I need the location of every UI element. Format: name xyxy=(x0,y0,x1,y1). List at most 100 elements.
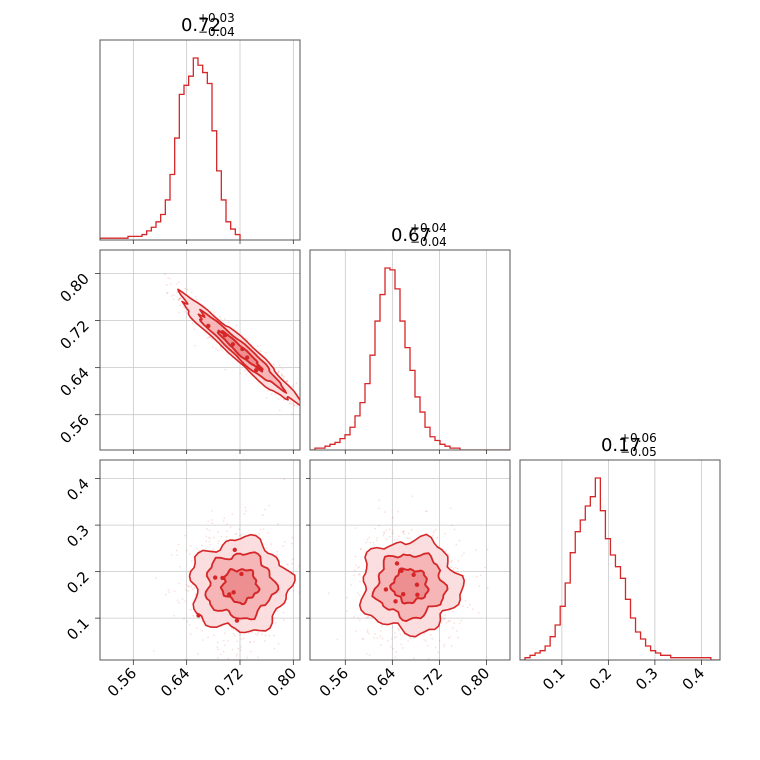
sample-point xyxy=(471,608,474,611)
sample-point xyxy=(164,593,167,596)
sample-point xyxy=(397,510,399,513)
grid-1-1 xyxy=(344,250,487,450)
sample-point xyxy=(375,539,378,542)
contour-island xyxy=(222,333,228,338)
title-param-1-median: 0.67 xyxy=(391,225,431,246)
sample-point xyxy=(407,640,410,642)
sample-point xyxy=(291,536,294,539)
sample-point xyxy=(182,306,185,308)
sample-point xyxy=(397,535,400,538)
sample-point xyxy=(397,627,399,630)
sample-point xyxy=(413,657,415,660)
sample-point xyxy=(457,636,460,639)
sample-point xyxy=(386,640,389,642)
sample-point xyxy=(302,388,304,390)
sample-point xyxy=(170,554,173,556)
sample-point xyxy=(444,667,446,669)
sample-point xyxy=(379,635,382,638)
sample-point xyxy=(183,617,185,620)
sample-point xyxy=(385,538,388,541)
sample-point xyxy=(177,281,180,283)
sample-point xyxy=(235,533,238,535)
sample-point xyxy=(235,654,238,657)
hist-param-1 xyxy=(310,267,510,450)
contour-island xyxy=(255,364,261,369)
sample-point xyxy=(226,530,228,533)
density-panel-1-2 xyxy=(328,495,489,669)
sample-point xyxy=(394,632,396,634)
sample-point xyxy=(179,565,182,568)
hist-param-2 xyxy=(520,477,720,660)
sample-point xyxy=(173,294,175,297)
sample-point xyxy=(178,298,180,301)
sample-point xyxy=(396,538,399,541)
sample-point xyxy=(357,617,360,619)
sample-point xyxy=(431,534,434,537)
sample-point xyxy=(206,337,209,339)
sample-point xyxy=(400,643,403,646)
sample-point xyxy=(427,644,429,647)
sample-point xyxy=(281,374,284,377)
sample-point xyxy=(406,537,409,540)
sample-point xyxy=(380,643,382,646)
sample-point xyxy=(276,610,279,613)
ytick-label-2: 0.3 xyxy=(63,521,93,551)
sample-point xyxy=(270,543,273,546)
sample-point xyxy=(213,634,215,637)
sample-point xyxy=(440,665,442,667)
sample-point xyxy=(291,562,293,565)
sample-point xyxy=(478,585,481,588)
sample-point xyxy=(389,645,392,648)
sample-point xyxy=(278,409,281,412)
sample-point xyxy=(355,630,358,633)
sample-point xyxy=(352,616,355,618)
contour-island xyxy=(232,547,237,553)
sample-point xyxy=(218,540,220,543)
sample-point xyxy=(292,589,295,592)
sample-point xyxy=(280,397,282,399)
sample-point xyxy=(388,528,391,531)
xtick-label-0: 0.56 xyxy=(104,664,140,700)
sample-point xyxy=(479,574,482,577)
sample-point xyxy=(451,610,454,613)
sample-point xyxy=(281,368,284,370)
sample-point xyxy=(378,524,381,527)
sample-point xyxy=(447,637,450,640)
contour-level-2 xyxy=(216,329,264,373)
sample-point xyxy=(222,650,225,653)
title-param-2-plus: +0.06 xyxy=(620,431,657,445)
sample-point xyxy=(236,640,238,643)
sample-point xyxy=(353,569,356,572)
sample-point xyxy=(393,636,396,639)
sample-point xyxy=(172,298,175,301)
sample-point xyxy=(211,522,214,525)
sample-point xyxy=(366,631,369,633)
sample-point xyxy=(429,633,432,636)
sample-point xyxy=(236,653,239,655)
sample-point xyxy=(272,617,275,619)
sample-point xyxy=(166,292,169,295)
contour-island xyxy=(253,368,259,373)
sample-point xyxy=(234,634,236,637)
ytick-label-2: 0.1 xyxy=(63,614,93,644)
sample-point xyxy=(169,277,172,280)
sample-point xyxy=(195,298,198,301)
sample-point xyxy=(186,620,189,623)
sample-point xyxy=(442,617,445,620)
sample-point xyxy=(366,629,369,631)
sample-point xyxy=(201,629,204,632)
sample-point xyxy=(374,633,376,635)
sample-point xyxy=(280,373,283,376)
sample-point xyxy=(362,638,365,640)
hist-param-0 xyxy=(100,57,241,240)
title-param-1-minus: −0.04 xyxy=(410,235,447,249)
sample-point xyxy=(205,535,208,538)
sample-point xyxy=(185,583,188,586)
sample-point xyxy=(267,389,270,392)
contour-island xyxy=(399,568,404,574)
contour-island xyxy=(239,571,244,577)
sample-point xyxy=(443,532,446,535)
sample-point xyxy=(219,318,222,321)
contour-island xyxy=(206,323,211,329)
sample-point xyxy=(306,407,308,409)
